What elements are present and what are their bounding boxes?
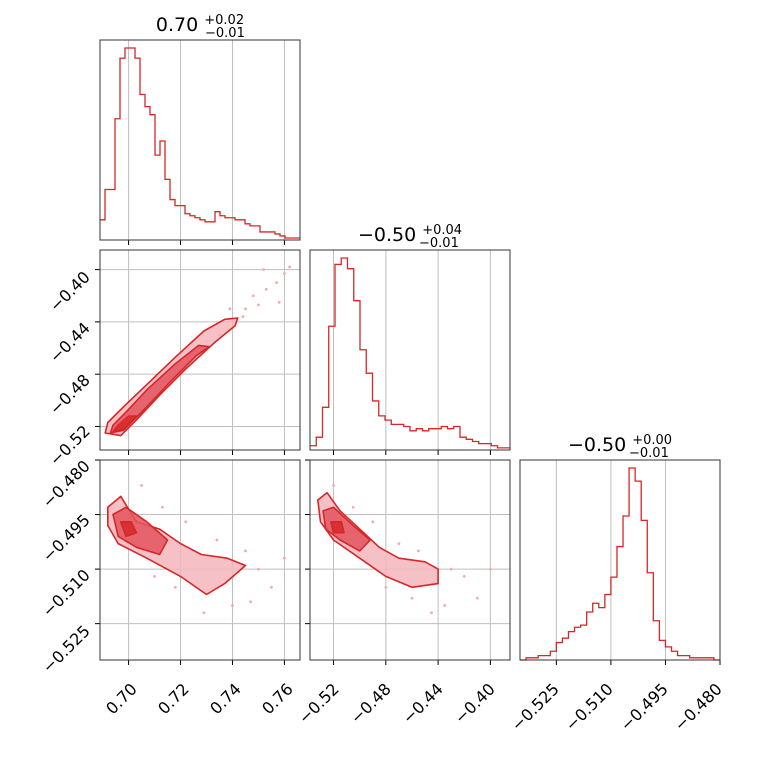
p2-vs-p0-points: [140, 484, 286, 615]
p1-vs-p0-point-2: [264, 287, 268, 291]
title-p2-sub: −0.01: [629, 446, 669, 461]
p1-vs-p0-point-14: [288, 265, 292, 269]
p2-vs-p1-contour-2: [330, 521, 345, 534]
ytick-p2-0: −0.525: [39, 621, 94, 676]
p2-vs-p1-point-7: [475, 596, 479, 600]
p2-vs-p0-contour-1: [112, 506, 169, 556]
title-p0-sup: +0.02: [204, 13, 244, 28]
xtick-p1-2: −0.44: [399, 679, 447, 727]
p1-vs-p0-grid: [95, 250, 300, 455]
p1-vs-p0-point-7: [257, 303, 260, 307]
p2-vs-p1-point-9: [430, 611, 433, 615]
title-p2-main: −0.50: [568, 434, 626, 456]
p2-vs-p0-point-7: [231, 604, 234, 607]
title-p1-sup: +0.04: [422, 223, 462, 238]
p1-vs-p0-point-6: [228, 307, 232, 311]
xtick-p1-1: −0.48: [347, 679, 395, 727]
ytick-p2-2: −0.495: [39, 510, 94, 565]
p2-vs-p1-point-1: [351, 505, 355, 509]
ytick-p2-1: −0.510: [39, 565, 94, 620]
xtick-p0-3: 0.76: [258, 679, 297, 718]
p2-vs-p0-point-8: [202, 611, 206, 615]
xtick-p2-2: −0.495: [617, 679, 672, 734]
p2-vs-p0-frame: [99, 459, 301, 661]
title-p1: −0.50 +0.04: [358, 223, 462, 246]
x-ticklabels-p1: −0.52 −0.48 −0.44 −0.40: [295, 679, 499, 727]
p2-marginal-frame: [519, 459, 721, 661]
x-ticklabels-p0: 0.70 0.72 0.74 0.76: [102, 679, 297, 718]
p2-vs-p1-contour-0: [317, 491, 439, 589]
title-p2: −0.50 +0.00: [568, 433, 672, 456]
x-ticklabels-p2: −0.525 −0.510 −0.495 −0.480: [508, 679, 726, 734]
p2-vs-p0-point-6: [270, 585, 273, 589]
ytick-p1-3: −0.40: [46, 267, 94, 315]
p0-marginal-frame: [99, 39, 301, 241]
p1-vs-p0-contour-1: [109, 344, 210, 434]
p1-vs-p0-point-3: [275, 281, 279, 285]
p2-vs-p0-point-10: [153, 574, 156, 578]
p2-vs-p1-point-6: [462, 574, 466, 578]
p2-vs-p1-points: [332, 484, 492, 615]
xtick-p2-3: −0.480: [671, 679, 726, 734]
p2-vs-p1-point-5: [449, 567, 453, 571]
p1-vs-p0-point-4: [283, 272, 286, 275]
xtick-p2-0: −0.525: [508, 679, 563, 734]
p2-vs-p1-frame: [309, 459, 511, 661]
p2-vs-p0-point-12: [249, 600, 253, 604]
p2-vs-p1-contour-1: [322, 506, 371, 552]
title-p0-main: 0.70: [156, 14, 198, 36]
p2-vs-p0-point-1: [160, 505, 164, 509]
title-p1-main: −0.50: [358, 224, 416, 246]
p2-vs-p1-point-0: [332, 484, 335, 487]
p2-vs-p0-contour-2: [120, 521, 138, 538]
xtick-p0-1: 0.72: [154, 679, 193, 718]
p2-vs-p0-point-4: [244, 549, 247, 553]
ytick-p1-2: −0.44: [46, 318, 94, 366]
p1-marginal-frame: [309, 249, 511, 451]
p2-vs-p1-point-10: [410, 596, 414, 600]
title-p1-sub: −0.01: [419, 236, 459, 251]
p1-marginal-grid: [333, 250, 491, 455]
p2-marginal-histogram: [520, 467, 720, 661]
p2-vs-p1-point-11: [384, 585, 388, 589]
p1-vs-p0-point-5: [241, 315, 245, 319]
p1-vs-p0-point-1: [251, 294, 255, 298]
xtick-p0-2: 0.74: [206, 679, 245, 718]
title-p2-sup: +0.00: [632, 433, 672, 448]
p2-vs-p0-point-9: [173, 585, 177, 589]
xtick-p0-0: 0.70: [102, 679, 141, 718]
xtick-p1-3: −0.40: [451, 679, 499, 727]
p1-vs-p0-point-13: [262, 268, 266, 272]
p2-vs-p0-point-2: [184, 520, 188, 524]
p1-vs-p0-point-0: [244, 307, 247, 311]
p2-vs-p0-point-0: [140, 484, 143, 487]
p2-vs-p1-point-12: [488, 567, 492, 571]
ytick-p1-0: −0.52: [46, 421, 94, 469]
p2-vs-p0-point-11: [283, 556, 286, 560]
p0-marginal-grid: [128, 40, 285, 245]
y-ticklabels-p2: −0.525 −0.510 −0.495 −0.480: [39, 456, 94, 676]
xtick-p1-0: −0.52: [295, 679, 343, 727]
p2-vs-p1-point-3: [397, 542, 401, 546]
p1-vs-p0-frame: [99, 249, 301, 451]
p1-vs-p0-contour-2: [112, 415, 138, 433]
p2-marginal-grid: [555, 460, 721, 665]
xtick-p2-1: −0.510: [562, 679, 617, 734]
p1-marginal-histogram: [310, 257, 510, 449]
ytick-p1-1: −0.48: [46, 370, 94, 418]
p1-vs-p0-point-15: [277, 300, 281, 304]
p2-vs-p1-point-4: [417, 549, 420, 553]
p2-vs-p1-point-8: [443, 604, 447, 607]
y-ticklabels-p1: −0.52 −0.48 −0.44 −0.40: [46, 267, 94, 469]
title-p0-sub: −0.01: [205, 26, 245, 41]
p2-vs-p1-point-2: [371, 520, 375, 524]
p2-vs-p0-point-5: [257, 567, 260, 571]
p2-vs-p0-point-3: [215, 538, 219, 542]
ytick-p2-3: −0.480: [39, 456, 94, 511]
title-p0: 0.70 +0.02: [156, 13, 244, 36]
p0-marginal-histogram: [100, 47, 300, 239]
